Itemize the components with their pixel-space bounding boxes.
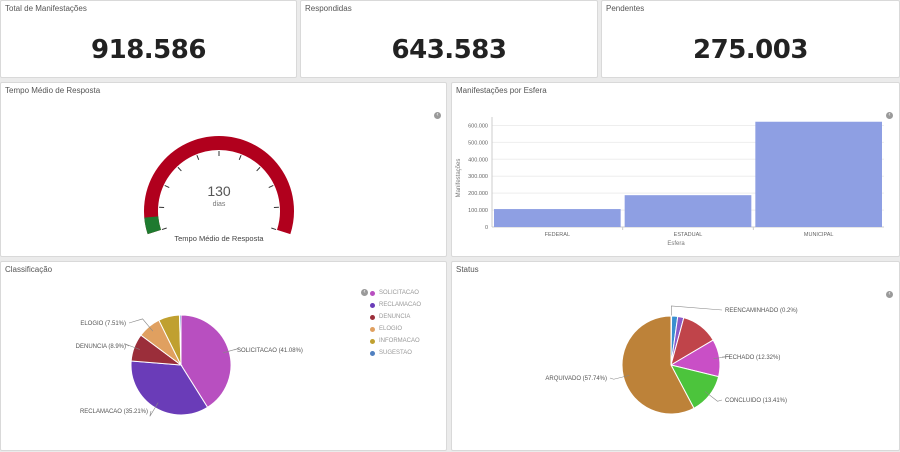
legend-swatch	[370, 351, 375, 356]
bar-chart: 0 100.000 200.000 300.000 400.000 500.000 600.…	[452, 83, 900, 258]
bar-ytick-label: 500.000	[468, 140, 488, 146]
card-pendentes-title: Pendentes	[606, 4, 644, 13]
legend-item-elogio[interactable]: ELOGIO	[370, 323, 421, 335]
bar-xtick-label: FEDERAL	[545, 232, 570, 238]
panel-status: Status ‹ REENCAMINHADO (0.2%)FECHADO (12…	[451, 261, 900, 451]
card-respondidas-value: 643.583	[301, 35, 597, 65]
class-legend: SOLICITACAO RECLAMACAO DENUNCIA ELOGIO INFOR…	[370, 287, 421, 359]
pie-label-denuncia: DENUNCIA (8.9%)	[76, 344, 126, 350]
pie-label-arquivado: ARQUIVADO (57.74%)	[545, 376, 607, 382]
legend-label: DENUNCIA	[379, 314, 410, 320]
gauge-tick	[257, 167, 260, 171]
legend-swatch	[370, 303, 375, 308]
legend-label: RECLAMACAO	[379, 302, 421, 308]
legend-item-solicitacao[interactable]: SOLICITACAO	[370, 287, 421, 299]
legend-label: ELOGIO	[379, 326, 402, 332]
legend-item-reclamacao[interactable]: RECLAMACAO	[370, 299, 421, 311]
gauge-tick	[239, 155, 241, 160]
gauge-tick	[197, 155, 199, 160]
gauge-unit: dias	[213, 201, 226, 208]
gauge-tick	[269, 185, 274, 187]
pie-label-reclamacao: RECLAMACAO (35.21%)	[80, 409, 148, 415]
bar-ytick-label: 400.000	[468, 157, 488, 163]
bar-ytick-label: 600.000	[468, 123, 488, 129]
pie-label-reencaminhado: REENCAMINHADO (0.2%)	[725, 308, 798, 314]
legend-swatch	[370, 315, 375, 320]
pie-label-elogio: ELOGIO (7.51%)	[80, 321, 126, 327]
legend-item-sugestao[interactable]: SUGESTAO	[370, 347, 421, 359]
gauge-tick	[178, 167, 181, 171]
status-pie: REENCAMINHADO (0.2%) FECHADO (12.32%) CONC…	[452, 262, 900, 452]
pie-label-fechado: FECHADO (12.32%)	[725, 355, 780, 361]
card-total-manifestacoes: Total de Manifestações 918.586	[0, 0, 297, 78]
card-respondidas: Respondidas 643.583	[300, 0, 598, 78]
bar-ytick-label: 300.000	[468, 174, 488, 180]
bar-ylabel: Manifestações	[456, 159, 462, 198]
gauge-value: 130	[207, 183, 231, 199]
legend-swatch	[370, 327, 375, 332]
legend-label: SUGESTAO	[379, 350, 412, 356]
bar-xlabel: Esfera	[667, 241, 685, 247]
card-pendentes-value: 275.003	[602, 35, 899, 65]
legend-swatch	[370, 339, 375, 344]
pie-label-concluido: CONCLUIDO (13.41%)	[725, 398, 787, 404]
gauge-svg: 130 dias Tempo Médio de Resposta	[1, 83, 448, 258]
legend-item-denuncia[interactable]: DENUNCIA	[370, 311, 421, 323]
legend-toggle-icon[interactable]: ‹	[361, 289, 368, 296]
legend-swatch	[370, 291, 375, 296]
bar-ytick-label: 200.000	[468, 191, 488, 197]
legend-label: INFORMACAO	[379, 338, 420, 344]
bar-federal[interactable]	[494, 209, 621, 227]
legend-item-informacao[interactable]: INFORMACAO	[370, 335, 421, 347]
card-pendentes: Pendentes 275.003	[601, 0, 900, 78]
pie-label-solicitacao: SOLICITACAO (41.08%)	[237, 348, 303, 354]
gauge-arc-green	[151, 217, 154, 232]
legend-label: SOLICITACAO	[379, 290, 419, 296]
panel-tempo-medio: Tempo Médio de Resposta ‹ 130 dias Tempo…	[0, 82, 447, 257]
gauge-tick	[165, 185, 170, 187]
card-total-title: Total de Manifestações	[5, 4, 87, 13]
bar-xtick-label: ESTADUAL	[674, 232, 703, 238]
bar-ytick-label: 100.000	[468, 208, 488, 214]
bar-ytick-label: 0	[485, 225, 488, 231]
bar-municipal[interactable]	[755, 122, 882, 227]
card-total-value: 918.586	[1, 35, 296, 65]
gauge-label: Tempo Médio de Resposta	[174, 234, 264, 243]
gauge-tick	[271, 228, 276, 230]
bar-estadual[interactable]	[625, 195, 752, 227]
gauge-tick	[162, 228, 167, 230]
bar-xtick-label: MUNICIPAL	[804, 232, 834, 238]
card-respondidas-title: Respondidas	[305, 4, 352, 13]
